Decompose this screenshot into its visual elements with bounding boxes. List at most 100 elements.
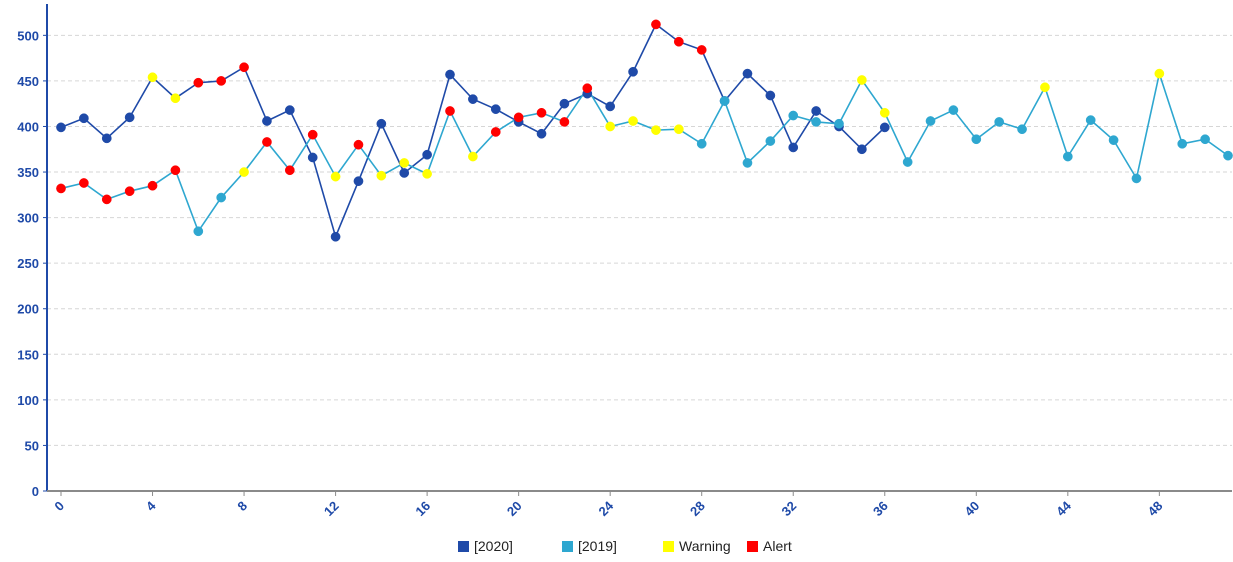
data-point [696,45,707,55]
data-point [834,118,844,129]
data-point [422,169,432,179]
data-point [1085,115,1096,125]
data-point [262,116,272,126]
data-point [56,183,66,194]
y-tick-label: 150 [17,347,39,362]
legend-swatch [458,541,469,552]
data-point [696,138,707,149]
series-line-0 [60,23,886,240]
x-tick-label: 36 [870,498,891,519]
data-point [422,149,432,160]
data-point [582,83,593,94]
data-point [1177,138,1188,149]
x-tick-label: 8 [234,498,250,514]
y-tick-label: 300 [17,211,39,226]
data-point [1017,124,1027,135]
data-point [124,112,135,123]
data-point [216,76,227,86]
data-point [788,110,799,121]
data-point [1108,135,1119,145]
series-layer [56,19,1233,242]
data-point [559,98,570,109]
data-point [994,117,1005,127]
data-point [376,118,387,129]
x-tick-label: 16 [412,498,433,519]
x-tick-label: 40 [962,498,983,519]
data-point [605,101,616,112]
data-point [376,170,387,181]
data-point [170,165,181,176]
y-tick-label: 50 [25,438,39,453]
data-point [628,116,638,126]
y-tick-label: 500 [17,28,39,43]
data-point [468,151,478,162]
grid-layer [47,34,1232,446]
data-point [971,134,982,145]
legend-label: Warning [679,538,731,554]
data-point [879,122,890,133]
data-point [673,36,684,47]
data-point [445,69,455,80]
data-point [742,68,753,79]
x-tick-label: 28 [687,498,708,519]
data-point [559,117,570,127]
data-point [490,127,501,137]
data-point [353,139,364,150]
data-point [1200,134,1210,145]
data-point [284,105,295,115]
data-point [101,194,112,205]
data-point [605,121,616,132]
data-point [788,142,799,153]
data-point [399,168,410,178]
data-point [513,112,524,123]
data-point [651,125,661,135]
data-point [239,167,249,177]
data-point [1040,82,1050,93]
data-point [101,133,112,144]
y-tick-label: 200 [17,302,39,317]
data-point [925,116,936,126]
data-point [353,176,364,187]
data-point [193,77,204,88]
y-tick-label: 100 [17,393,39,408]
series-line-1 [60,70,1229,234]
data-point [193,226,204,237]
x-tick-label: 0 [51,498,67,514]
data-point [536,107,547,118]
x-tick-label: 4 [143,498,159,514]
data-point [1223,150,1233,161]
data-point [330,231,341,242]
data-point [1131,173,1142,184]
legend-label: [2019] [578,538,617,554]
data-point [857,144,867,155]
legend-swatch [562,541,573,552]
data-point [307,152,318,163]
data-point [948,105,959,115]
y-tick-label: 350 [17,165,39,180]
x-tick-label: 20 [504,498,525,519]
x-tick-label: 32 [779,498,800,519]
data-point [79,178,89,188]
data-point [1154,68,1165,79]
y-tick-label: 250 [17,256,39,271]
x-tick-label: 44 [1053,498,1074,519]
data-point [765,136,776,146]
data-point [490,104,501,115]
data-point [857,75,867,85]
data-point [147,180,158,191]
data-point [468,94,478,104]
y-tick-label: 0 [32,484,39,499]
data-point [79,113,89,124]
data-point [56,122,66,133]
x-tick-label: 48 [1145,498,1166,519]
x-tick-label: 24 [595,498,616,519]
data-point [399,158,410,168]
legend-swatch [747,541,758,552]
data-point [765,90,776,101]
data-point [719,96,730,106]
data-point [239,62,249,73]
data-point [307,129,318,140]
data-point [742,158,753,168]
